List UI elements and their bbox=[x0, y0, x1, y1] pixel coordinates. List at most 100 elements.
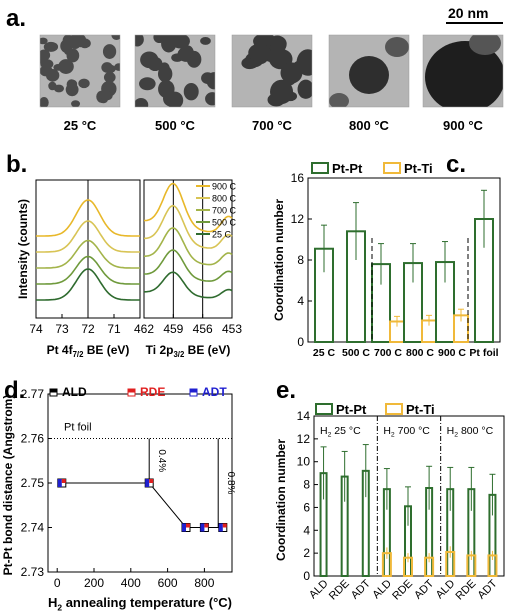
tem-particle bbox=[171, 53, 184, 62]
xps-curve-800c bbox=[143, 204, 233, 249]
chart-d-marker-adt bbox=[145, 479, 150, 487]
tem-particle bbox=[45, 69, 60, 82]
chart-d-ytick-label: 2.73 bbox=[21, 565, 45, 579]
tem-particle bbox=[103, 71, 116, 83]
chart-e-ytick-label: 2 bbox=[303, 546, 310, 560]
chart-c-legend-swatch bbox=[383, 162, 401, 174]
chart-c-ytick-label: 16 bbox=[291, 171, 305, 185]
xps-xtick-label: 73 bbox=[55, 322, 69, 336]
tem-particle bbox=[114, 63, 120, 71]
chart-e-group-label-tail: 700 °C bbox=[395, 425, 431, 437]
tem-caption-4: 800 °C bbox=[349, 118, 390, 133]
chart-e-xtick-label: RDE bbox=[454, 578, 479, 603]
xps-legend-label: 500 C bbox=[212, 218, 237, 228]
chart-d-legend-swatch-fill bbox=[190, 389, 197, 393]
chart-d-ylabel: Pt-Pt bond distance (Angstrom) bbox=[1, 395, 15, 576]
tem-particle bbox=[100, 90, 113, 101]
xps-xlabel-2-main: Ti 2p bbox=[146, 343, 174, 357]
tem-particle bbox=[135, 97, 149, 107]
xps-xlabel-2: Ti 2p3/2 BE (eV) bbox=[146, 343, 231, 359]
chart-d-annotation-label: 0.4% bbox=[156, 449, 167, 472]
chart-c-legend-label: Pt-Ti bbox=[404, 161, 433, 176]
chart-d-xlabel-main: H bbox=[48, 595, 57, 610]
tem-frame bbox=[328, 34, 410, 108]
xps-curve-500c bbox=[36, 255, 140, 285]
tem-particle bbox=[40, 97, 49, 107]
tem-caption-5: 900 °C bbox=[443, 118, 484, 133]
chart-d-marker-adt bbox=[218, 523, 223, 532]
chart-e-ytick-label: 8 bbox=[303, 478, 310, 492]
chart-e-xtick-label: ADT bbox=[349, 577, 373, 601]
chart-e-xtick-label: RDE bbox=[390, 578, 415, 603]
chart-d-marker-adt bbox=[57, 479, 62, 487]
tem-caption-1: 25 °C bbox=[64, 118, 97, 133]
chart-e-group-label-sub: 2 bbox=[328, 432, 332, 439]
tem-particle bbox=[349, 56, 389, 94]
tem-particle bbox=[64, 47, 73, 56]
chart-d-xtick-label: 400 bbox=[121, 576, 141, 590]
tem-particle bbox=[43, 41, 59, 52]
chart-d-annotation-label: 0.8% bbox=[225, 472, 236, 495]
tem-particle bbox=[53, 84, 64, 93]
chart-e-ytick-label: 12 bbox=[297, 432, 311, 446]
chart-d-legend-label: ALD bbox=[62, 385, 87, 399]
tem-particle bbox=[201, 72, 215, 85]
chart-c-ytick-label: 0 bbox=[297, 335, 304, 349]
chart-e-ylabel: Coordination number bbox=[274, 439, 288, 561]
panel-d-label: d. bbox=[4, 377, 25, 404]
tem-particle bbox=[292, 60, 310, 74]
chart-c-xtick-label: 700 C bbox=[374, 347, 402, 359]
chart-c-xtick-label: 500 C bbox=[342, 347, 370, 359]
xps-curve-500c bbox=[144, 249, 233, 282]
tem-particle bbox=[181, 45, 194, 59]
tem-frame bbox=[422, 34, 504, 108]
chart-d-legend-swatch-fill bbox=[128, 389, 135, 393]
panel-b-label: b. bbox=[6, 151, 27, 178]
chart-c-xtick-label: 800 C bbox=[406, 347, 434, 359]
tem-image-4 bbox=[329, 35, 409, 107]
chart-d-ytick-label: 2.76 bbox=[21, 432, 45, 446]
tem-particle bbox=[329, 93, 349, 107]
xps-curve-700c bbox=[36, 239, 140, 269]
chart-e-group-label-sub: 2 bbox=[454, 432, 458, 439]
chart-d-legend-label: ADT bbox=[202, 385, 227, 399]
chart-d-ytick-label: 2.75 bbox=[21, 476, 45, 490]
xps-xlabel-1-sub: 7/2 bbox=[73, 350, 85, 359]
bond-distance-chart: 2.73 2.74 2.75 2.76 2.77 0 200 400 600 800 Pt-Pt b… bbox=[1, 385, 236, 612]
xps-frame-2 bbox=[143, 179, 233, 319]
chart-c-ylabel: Coordination number bbox=[272, 199, 286, 321]
chart-e-xtick-label: ALD bbox=[370, 578, 394, 602]
scale-bar-label: 20 nm bbox=[448, 5, 488, 21]
chart-e-ytick-label: 6 bbox=[303, 500, 310, 514]
tem-particle bbox=[297, 79, 312, 99]
xps-curve-25c bbox=[144, 271, 233, 299]
xps-xtick-label: 462 bbox=[134, 322, 154, 336]
chart-e-xtick-label: ALD bbox=[434, 578, 458, 602]
xps-ylabel: Intensity (counts) bbox=[16, 199, 30, 299]
chart-d-legend-label: RDE bbox=[140, 385, 165, 399]
tem-particle bbox=[48, 81, 57, 91]
tem-particle bbox=[163, 90, 179, 107]
xps-xlabel-2-sub: 3/2 bbox=[173, 350, 185, 359]
tem-particle bbox=[139, 77, 156, 91]
tem-particle bbox=[58, 59, 74, 74]
xps-xtick-label: 453 bbox=[222, 322, 242, 336]
panel-a-label: a. bbox=[6, 5, 26, 32]
tem-particle bbox=[101, 62, 113, 73]
tem-frame bbox=[39, 34, 121, 108]
xps-curve-900c bbox=[143, 182, 233, 233]
chart-e-xtick-label: RDE bbox=[327, 578, 352, 603]
chart-e-group-label-main: H bbox=[383, 425, 391, 437]
tem-particle bbox=[102, 44, 117, 59]
chart-d-xlabel: H2 annealing temperature (°C) bbox=[48, 595, 232, 612]
chart-d-marker-rde bbox=[186, 523, 190, 528]
xps-xlabel-1: Pt 4f7/2 BE (eV) bbox=[47, 343, 130, 359]
chart-d-xtick-label: 200 bbox=[84, 576, 104, 590]
chart-e-legend-label: Pt-Pt bbox=[336, 402, 367, 417]
chart-c-ytick-label: 4 bbox=[297, 294, 304, 308]
tem-particle bbox=[268, 35, 287, 53]
chart-e-xtick-label: ADT bbox=[412, 577, 436, 601]
chart-c-legend-label: Pt-Pt bbox=[332, 161, 363, 176]
coordination-bar-chart-c: 0 4 8 12 16 Coordination number 25 C 500 C 700 C… bbox=[272, 161, 501, 359]
